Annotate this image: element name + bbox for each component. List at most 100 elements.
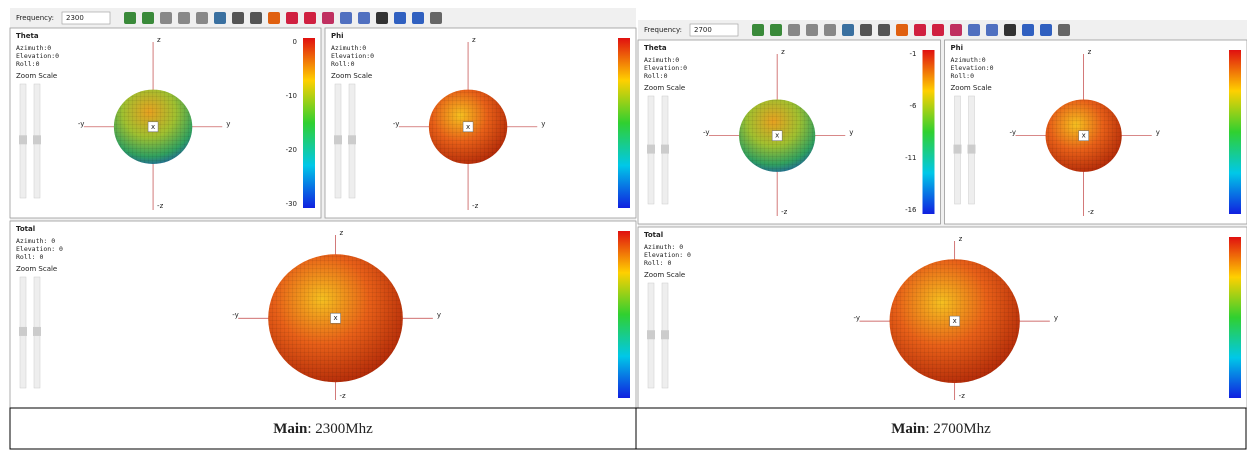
toolbar-icon[interactable]: [250, 12, 262, 24]
toolbar-icon[interactable]: [824, 24, 836, 36]
view-info: Azimuth:0: [331, 44, 366, 52]
axis-label: x: [1082, 132, 1086, 140]
view-title: Total: [644, 231, 663, 239]
colorbar-tick-label: -1: [910, 50, 917, 58]
frequency-value: 2300: [66, 14, 84, 22]
zoom-thumb: [953, 144, 962, 154]
toolbar-icon[interactable]: [232, 12, 244, 24]
view-info: Roll:0: [16, 60, 40, 68]
axis-label: -y: [703, 129, 710, 137]
zoom-thumb: [647, 330, 655, 340]
axis-label: -z: [1088, 208, 1095, 216]
toolbar-icon[interactable]: [358, 12, 370, 24]
toolbar-icon[interactable]: [1022, 24, 1034, 36]
axis-label: -z: [959, 392, 966, 400]
view-info: Azimuth:0: [951, 56, 986, 64]
colorbar-tick-label: -6: [910, 102, 918, 110]
axis-label: -y: [78, 120, 85, 128]
caption: Main: 2300Mhz: [273, 421, 373, 437]
view-info: Elevation:0: [644, 64, 687, 72]
view-title: Theta: [16, 32, 39, 40]
axis-label: y: [226, 120, 230, 128]
toolbar-icon[interactable]: [806, 24, 818, 36]
toolbar-icon[interactable]: [752, 24, 764, 36]
toolbar-icon[interactable]: [860, 24, 872, 36]
toolbar-icon[interactable]: [878, 24, 890, 36]
zoom-thumb: [33, 135, 41, 145]
frequency-value: 2700: [694, 26, 712, 34]
toolbar-icon[interactable]: [160, 12, 172, 24]
toolbar-icon[interactable]: [322, 12, 334, 24]
view-info: Elevation: 0: [16, 245, 63, 253]
toolbar-icon[interactable]: [178, 12, 190, 24]
toolbar-icon[interactable]: [196, 12, 208, 24]
origin-marker: [462, 121, 474, 133]
toolbar-icon[interactable]: [340, 12, 352, 24]
zoom-thumb: [647, 144, 655, 154]
origin-marker: [147, 121, 159, 133]
axis-label: x: [466, 123, 470, 131]
colorbar-tick-label: -10: [286, 92, 297, 100]
toolbar-icon[interactable]: [124, 12, 136, 24]
caption-text: : 2300Mhz: [307, 421, 373, 437]
toolbar-icon[interactable]: [286, 12, 298, 24]
frequency-dropdown: [689, 23, 739, 37]
zoom-thumb: [19, 135, 27, 145]
zoom-scale-label: Zoom Scale: [331, 72, 372, 80]
toolbar-icon[interactable]: [896, 24, 908, 36]
toolbar-icon[interactable]: [950, 24, 962, 36]
axis-label: -y: [854, 314, 861, 322]
axis-label: z: [157, 36, 161, 44]
caption-label: Main: [273, 421, 308, 437]
frequency-label: Frequency:: [16, 14, 54, 22]
toolbar-icon[interactable]: [142, 12, 154, 24]
origin-marker: [330, 312, 341, 324]
toolbar-icon[interactable]: [968, 24, 980, 36]
toolbar-icon[interactable]: [430, 12, 442, 24]
toolbar-icon[interactable]: [932, 24, 944, 36]
axis-label: z: [959, 235, 963, 243]
toolbar-icon[interactable]: [394, 12, 406, 24]
view-info: Azimuth: 0: [644, 243, 683, 251]
axis-label: -z: [157, 202, 164, 210]
zoom-thumb: [661, 144, 669, 154]
caption-text: : 2700Mhz: [925, 421, 991, 437]
toolbar-icon[interactable]: [986, 24, 998, 36]
view-info: Azimuth:0: [644, 56, 679, 64]
toolbar-icon[interactable]: [1040, 24, 1052, 36]
toolbar-icon[interactable]: [788, 24, 800, 36]
view-info: Roll: 0: [644, 259, 671, 267]
caption-cell: [635, 407, 1247, 450]
colorbar-tick-label: -20: [286, 146, 297, 154]
toolbar-icon[interactable]: [214, 12, 226, 24]
toolbar-icon[interactable]: [412, 12, 424, 24]
colorbar-tick-label: -16: [905, 206, 917, 214]
toolbar-icon[interactable]: [770, 24, 782, 36]
axis-label: -y: [232, 311, 239, 319]
view-title: Phi: [951, 44, 964, 52]
axis-label: -z: [781, 208, 788, 216]
toolbar-icon[interactable]: [1058, 24, 1070, 36]
zoom-scale-label: Zoom Scale: [16, 72, 57, 80]
toolbar-icon[interactable]: [1004, 24, 1016, 36]
toolbar-icon[interactable]: [376, 12, 388, 24]
colorbar-tick-label: -30: [286, 200, 297, 208]
colorbar-tick-label: 0: [293, 38, 297, 46]
view-info: Elevation:0: [331, 52, 374, 60]
zoom-thumb: [334, 135, 342, 145]
axis-label: z: [472, 36, 476, 44]
toolbar-icon[interactable]: [304, 12, 316, 24]
view-info: Azimuth:0: [16, 44, 51, 52]
view-pane: [324, 27, 637, 219]
toolbar-icon[interactable]: [268, 12, 280, 24]
axis-label: y: [1156, 129, 1160, 137]
axis-label: x: [953, 317, 957, 325]
toolbar-icon[interactable]: [842, 24, 854, 36]
toolbar-icon[interactable]: [914, 24, 926, 36]
axis-label: x: [151, 123, 155, 131]
view-info: Roll:0: [951, 72, 975, 80]
colorbar: [303, 38, 315, 208]
view-title: Theta: [644, 44, 667, 52]
origin-marker: [1078, 130, 1089, 141]
